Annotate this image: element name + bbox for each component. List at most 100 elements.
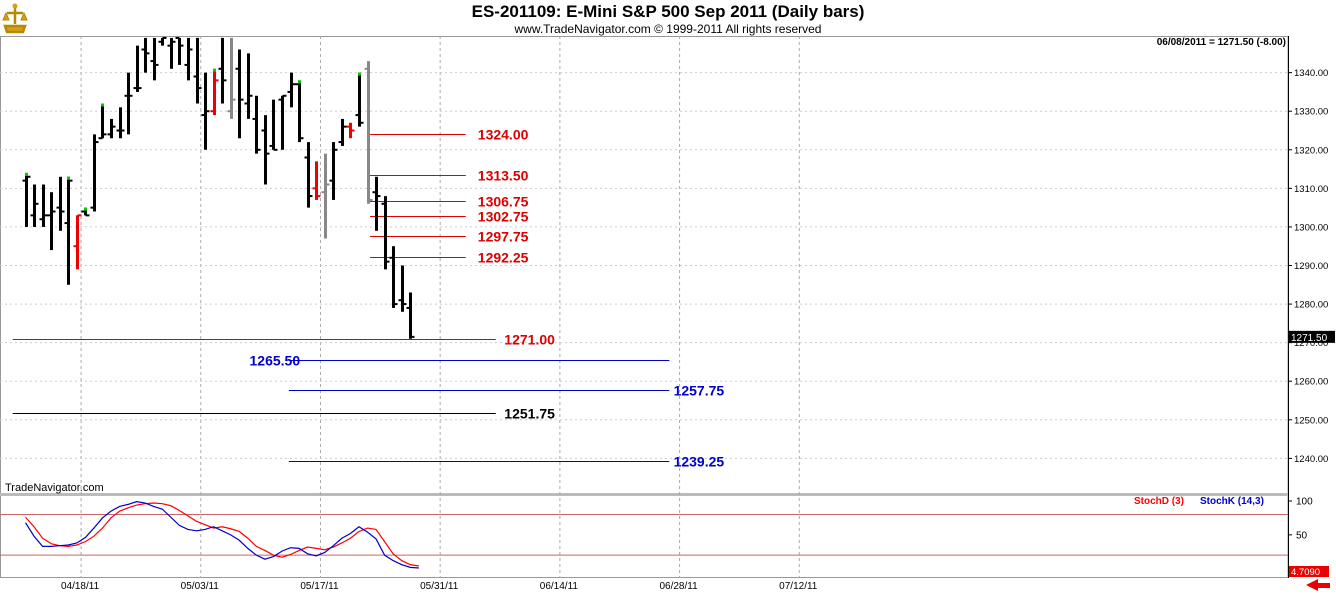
y-tick-label: 1250.00 — [1294, 415, 1328, 426]
y-tick-label: 1300.00 — [1294, 222, 1328, 233]
y-tick-label: 1340.00 — [1294, 68, 1328, 79]
level-label: 1271.00 — [504, 332, 555, 348]
ohlc-bar — [235, 49, 244, 139]
ohlc-bar — [39, 184, 48, 227]
x-tick-label: 05/31/11 — [420, 581, 459, 592]
x-tick-label: 05/03/11 — [181, 581, 220, 592]
ohlc-bar — [346, 122, 355, 139]
ohlc-bar — [312, 161, 321, 200]
ohlc-bar-highlight — [213, 68, 216, 72]
y-tick-label: 1310.00 — [1294, 184, 1328, 195]
ohlc-bar — [398, 265, 407, 312]
price-readout: 06/08/2011 = 1271.50 (-8.00) — [1156, 37, 1286, 48]
level-label: 1324.00 — [478, 127, 529, 143]
ohlc-bar — [201, 72, 210, 150]
ohlc-bar — [329, 142, 338, 200]
stoch-tick-label: 50 — [1296, 530, 1308, 541]
x-tick-label: 04/18/11 — [61, 581, 100, 592]
level-label: 1297.75 — [478, 229, 529, 245]
ohlc-bar — [124, 72, 133, 135]
ohlc-bar — [193, 37, 202, 104]
stoch-tick-label: 100 — [1296, 497, 1313, 508]
ohlc-bar — [295, 80, 304, 143]
tradenavigator-logo-icon — [2, 2, 28, 34]
ohlc-bar — [406, 292, 415, 339]
ohlc-bar — [278, 94, 287, 150]
stoch-last-value-label: 4.7090 — [1291, 567, 1320, 578]
stoch-series-line — [24, 501, 419, 569]
x-tick-label: 06/14/11 — [540, 581, 579, 592]
ohlc-bar — [364, 61, 373, 204]
ohlc-bar — [158, 36, 167, 46]
brand-label: TradeNavigator.com — [5, 482, 104, 494]
ohlc-bar-highlight — [25, 172, 28, 176]
level-label: 1265.50 — [250, 353, 301, 369]
ohlc-bar-highlight — [298, 80, 301, 84]
ohlc-bar — [47, 192, 56, 251]
y-tick-label: 1260.00 — [1294, 377, 1328, 388]
legend-stochd: StochD (3) — [1134, 496, 1184, 507]
ohlc-bar — [30, 184, 39, 227]
ohlc-bar — [304, 142, 313, 208]
level-label: 1313.50 — [478, 168, 529, 184]
ohlc-bar — [381, 196, 390, 270]
level-label: 1292.25 — [478, 250, 529, 266]
ohlc-bar — [244, 53, 253, 119]
ohlc-bar — [73, 214, 82, 270]
ohlc-bar — [150, 37, 159, 81]
ohlc-bar — [81, 207, 90, 217]
x-tick-label: 05/17/11 — [300, 581, 339, 592]
stoch-plot-frame — [0, 495, 1289, 578]
ohlc-bar — [372, 176, 381, 231]
last-price-label: 1271.50 — [1291, 333, 1328, 344]
x-tick-label: 06/28/11 — [659, 581, 698, 592]
level-label: 1251.75 — [504, 406, 555, 422]
y-tick-label: 1270.00 — [1294, 338, 1328, 349]
ohlc-bar — [90, 134, 99, 212]
ohlc-bar — [210, 68, 219, 116]
ohlc-bar — [116, 107, 125, 139]
ohlc-bar — [175, 36, 184, 65]
ohlc-bar — [321, 153, 330, 239]
level-label: 1306.75 — [478, 194, 529, 210]
ohlc-bar — [227, 37, 236, 119]
ohlc-bar — [64, 176, 73, 285]
ohlc-bar — [218, 37, 227, 104]
y-tick-label: 1320.00 — [1294, 145, 1328, 156]
ohlc-bar — [355, 72, 364, 127]
ohlc-bar — [287, 72, 296, 108]
ohlc-bar — [133, 45, 142, 92]
level-label: 1257.75 — [674, 383, 725, 399]
x-tick-label: 07/12/11 — [779, 581, 818, 592]
stoch-series-line — [25, 502, 419, 567]
red-arrow-icon — [1306, 579, 1330, 591]
ohlc-bar — [252, 95, 261, 154]
y-tick-label: 1290.00 — [1294, 261, 1328, 272]
chart-title: ES-201109: E-Mini S&P 500 Sep 2011 (Dail… — [471, 2, 865, 21]
last-price-box — [1289, 330, 1335, 343]
ohlc-bar — [389, 246, 398, 308]
ohlc-bar — [269, 99, 278, 151]
ohlc-bar — [56, 176, 65, 231]
level-label: 1302.75 — [478, 209, 529, 225]
price-plot-frame — [0, 36, 1289, 496]
copyright-subtitle: www.TradeNavigator.com © 1999-2011 All r… — [514, 22, 822, 36]
y-tick-label: 1280.00 — [1294, 300, 1328, 311]
ohlc-bar-highlight — [358, 72, 361, 76]
stoch-last-value-box — [1289, 566, 1329, 577]
ohlc-bar — [184, 37, 193, 81]
y-tick-label: 1240.00 — [1294, 454, 1328, 465]
ohlc-bar — [141, 37, 150, 73]
ohlc-bar — [167, 37, 176, 69]
legend-stochk: StochK (14,3) — [1200, 496, 1264, 507]
ohlc-bar-highlight — [84, 207, 87, 211]
ohlc-bar-highlight — [67, 176, 70, 180]
y-tick-label: 1330.00 — [1294, 107, 1328, 118]
ohlc-bar — [261, 115, 270, 185]
ohlc-bar — [107, 118, 116, 139]
ohlc-bar-highlight — [101, 103, 104, 107]
ohlc-bar — [338, 118, 347, 146]
ohlc-bar — [98, 103, 107, 140]
level-label: 1239.25 — [674, 454, 725, 470]
